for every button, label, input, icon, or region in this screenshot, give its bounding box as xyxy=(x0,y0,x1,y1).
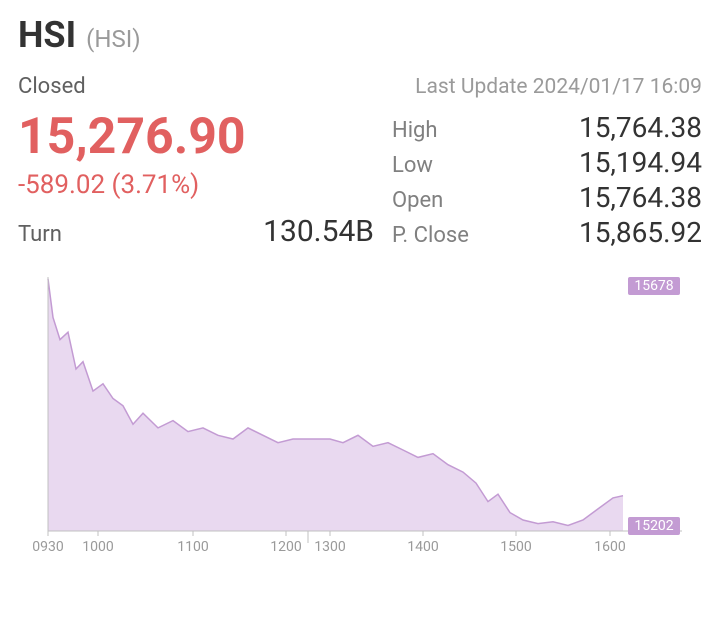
svg-text:1400: 1400 xyxy=(407,539,439,555)
symbol-name: HSI xyxy=(18,14,76,56)
status-row: Closed Last Update 2024/01/17 16:09 xyxy=(18,74,702,99)
svg-text:0930: 0930 xyxy=(32,539,64,555)
pclose-label: P. Close xyxy=(392,223,469,248)
symbol-code: (HSI) xyxy=(86,25,140,53)
pclose-value: 15,865.92 xyxy=(579,216,702,249)
last-update-label: Last Update xyxy=(415,75,527,99)
svg-text:1200: 1200 xyxy=(270,539,302,555)
last-update: Last Update 2024/01/17 16:09 xyxy=(415,75,702,99)
open-value: 15,764.38 xyxy=(579,181,702,214)
low-label: Low xyxy=(392,153,433,178)
high-label: High xyxy=(392,118,438,143)
open-label: Open xyxy=(392,188,443,213)
svg-text:1000: 1000 xyxy=(82,539,114,555)
price-chart[interactable]: 0930 1000 1100 1200 1300 1400 1500 1600 15678 152… xyxy=(18,269,702,569)
turn-label: Turn xyxy=(18,222,62,247)
price-value: 15,276.90 xyxy=(18,111,374,164)
price-change: -589.02 (3.71%) xyxy=(18,170,374,200)
high-value: 15,764.38 xyxy=(579,111,702,144)
svg-text:1300: 1300 xyxy=(314,539,346,555)
chart-svg: 0930 1000 1100 1200 1300 1400 1500 1600 15678 152… xyxy=(18,269,702,569)
market-status: Closed xyxy=(18,74,86,99)
svg-text:15202: 15202 xyxy=(634,518,673,534)
low-value: 15,194.94 xyxy=(579,146,702,179)
turn-value: 130.54B xyxy=(263,214,374,249)
svg-text:1500: 1500 xyxy=(500,539,532,555)
svg-text:1100: 1100 xyxy=(177,539,209,555)
last-update-value: 2024/01/17 16:09 xyxy=(533,75,702,99)
title-row: HSI (HSI) xyxy=(18,14,702,56)
svg-text:15678: 15678 xyxy=(634,278,673,294)
svg-text:1600: 1600 xyxy=(594,539,626,555)
